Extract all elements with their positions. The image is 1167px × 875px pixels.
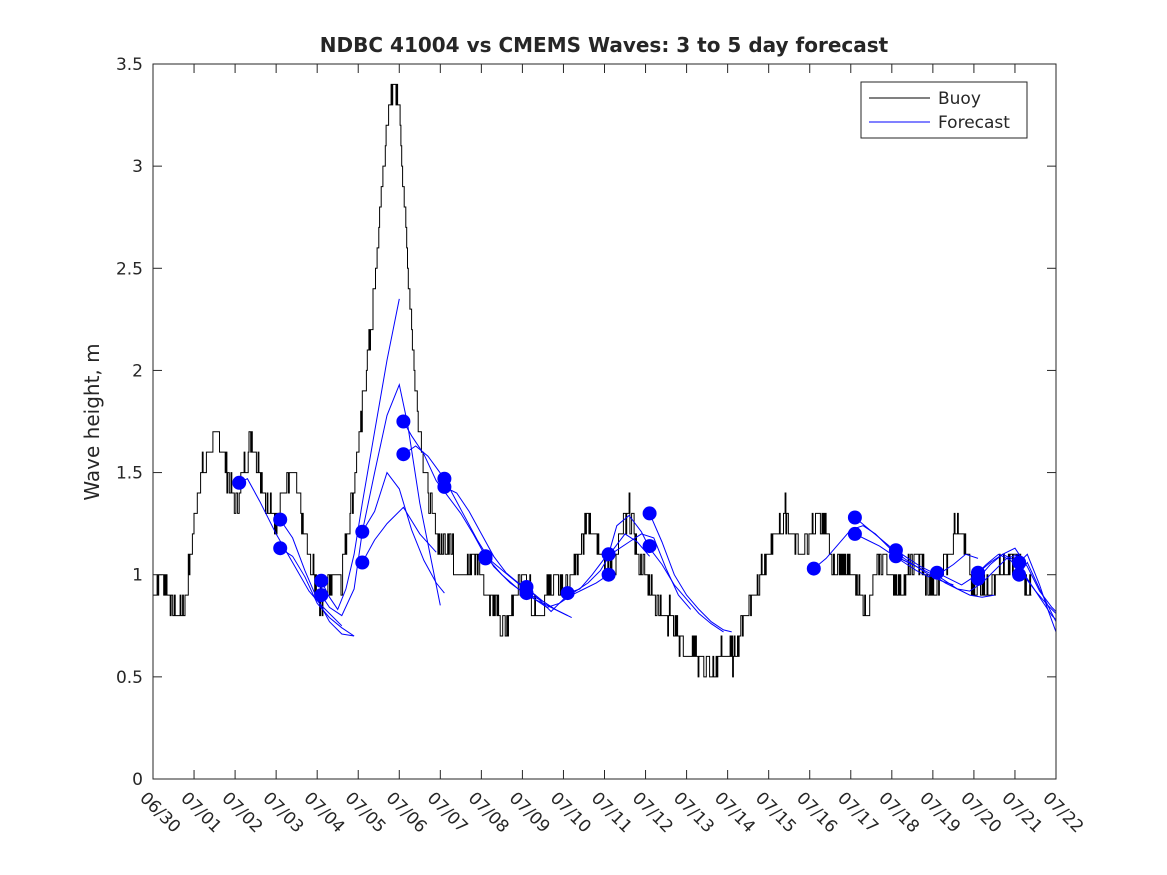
forecast-line: [361, 471, 445, 594]
forecast-marker: [232, 475, 247, 490]
forecast-marker: [642, 539, 657, 554]
forecast-marker: [601, 567, 616, 582]
forecast-marker: [888, 549, 903, 564]
y-tick-label: 3.5: [116, 55, 143, 75]
forecast-marker: [355, 555, 370, 570]
legend-label-buoy: Buoy: [938, 89, 981, 109]
forecast-marker: [273, 512, 288, 527]
forecast-marker: [519, 586, 534, 601]
forecast-marker: [847, 510, 862, 525]
forecast-marker: [1012, 555, 1027, 570]
forecast-marker: [971, 571, 985, 586]
forecast-marker: [314, 573, 329, 588]
forecast-line: [1018, 553, 1057, 633]
forecast-line: [526, 533, 650, 613]
forecast-marker: [601, 547, 616, 562]
forecast-marker: [396, 447, 411, 462]
legend-label-forecast: Forecast: [938, 113, 1010, 133]
y-tick-label: 0: [132, 770, 143, 790]
forecast-marker: [355, 524, 370, 539]
forecast-line: [279, 547, 355, 637]
forecast-marker: [642, 506, 657, 521]
forecast-line: [320, 382, 441, 617]
forecast-marker: [930, 565, 944, 580]
forecast-marker: [560, 586, 575, 601]
y-tick-label: 1.5: [116, 464, 143, 484]
y-tick-label: 2: [132, 361, 143, 381]
forecast-line: [238, 478, 343, 627]
forecast-line: [649, 513, 732, 633]
plot-area: [152, 63, 1057, 780]
y-axis-label: Wave height, m: [80, 343, 104, 500]
forecast-markers-layer: [232, 414, 1027, 603]
forecast-line: [320, 298, 400, 611]
forecast-marker: [847, 526, 862, 541]
forecast-marker: [314, 588, 329, 603]
y-tick-label: 1: [132, 566, 143, 586]
chart-title: NDBC 41004 vs CMEMS Waves: 3 to 5 day fo…: [320, 33, 889, 57]
forecast-marker: [806, 561, 821, 576]
forecast-marker: [273, 541, 288, 556]
forecast-line: [854, 533, 979, 578]
forecast-line: [608, 514, 724, 633]
buoy-line: [153, 83, 1032, 678]
plot-background: [153, 64, 1056, 779]
forecast-line: [895, 555, 995, 598]
forecast-marker: [478, 551, 493, 566]
forecast-line: [936, 553, 1057, 614]
forecast-line: [444, 486, 568, 617]
legend: Buoy Forecast: [860, 81, 1028, 139]
forecast-line: [361, 506, 437, 563]
forecast-marker: [396, 414, 411, 429]
y-tick-label: 2.5: [116, 259, 143, 279]
buoy-series-layer: [153, 83, 1032, 678]
y-tick-label: 0.5: [116, 668, 143, 688]
forecast-marker: [1012, 567, 1027, 582]
forecast-marker: [437, 479, 452, 494]
y-tick-label: 3: [132, 157, 143, 177]
y-axis: 0 0.5 1 1.5 2 2.5 3 3.5: [116, 55, 1056, 790]
legend-box: [860, 81, 1028, 139]
